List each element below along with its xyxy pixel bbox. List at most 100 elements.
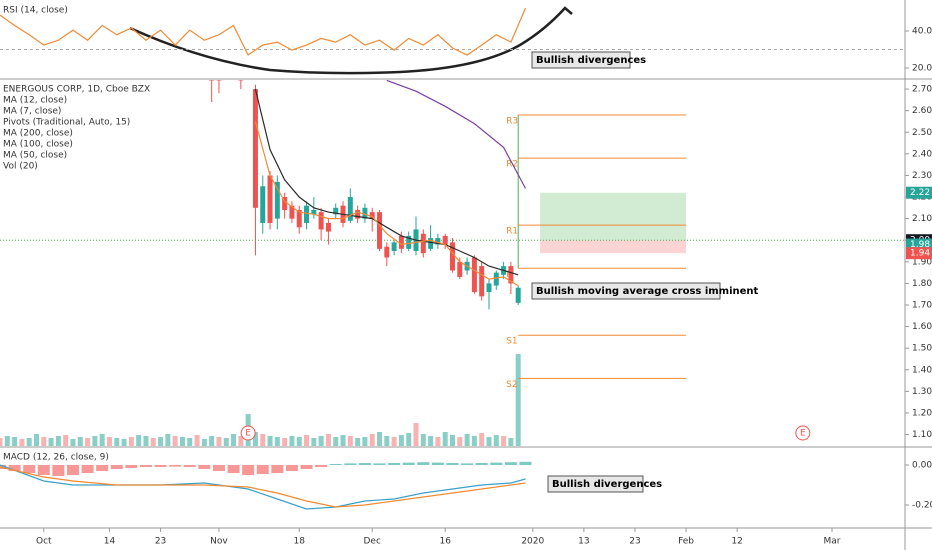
volume-bar (70, 439, 76, 446)
volume-bar (311, 438, 317, 446)
volume-bar (114, 438, 120, 446)
candle-body (486, 283, 492, 293)
volume-bar (428, 436, 434, 446)
volume-bar (77, 437, 83, 446)
candle-body (260, 186, 266, 223)
histogram-bar (402, 462, 415, 465)
x-tick-label: 18 (294, 537, 306, 547)
annotation: Bullish moving average cross imminent (536, 286, 759, 297)
candle-body (428, 238, 434, 249)
pivot-label: R1 (506, 227, 518, 237)
volume-bar (26, 438, 32, 446)
candle-body (238, 80, 244, 81)
y-tick-label: 40.00 (912, 27, 932, 37)
candle-body (311, 209, 317, 215)
volume-bar (223, 438, 229, 446)
macd-line (0, 466, 526, 508)
annotation: Bullish divergences (552, 479, 662, 490)
volume-bar (398, 435, 404, 446)
candle-body (355, 209, 361, 219)
volume-bar (252, 432, 258, 446)
volume-bar (420, 434, 426, 446)
y-tick-label: 1.20 (912, 408, 932, 418)
volume-bar (282, 438, 288, 446)
candle-body (333, 207, 339, 215)
legend-entry: MA (200, close) (3, 129, 73, 139)
y-tick-label: 1.70 (912, 300, 932, 310)
volume-bar (457, 437, 463, 446)
price-label: 1.98 (910, 240, 930, 250)
histogram-bar (96, 465, 109, 471)
annotation: Bullish divergences (536, 55, 646, 66)
volume-bar (355, 438, 361, 446)
pane (0, 461, 532, 510)
volume-bar (4, 436, 10, 446)
x-tick-label: Dec (364, 537, 381, 547)
x-tick-label: 12 (731, 537, 742, 547)
volume-bar (296, 437, 302, 446)
histogram-bar (81, 465, 94, 473)
x-tick-label: 16 (439, 537, 451, 547)
histogram-bar (358, 463, 371, 465)
histogram-bar (519, 461, 532, 465)
histogram-bar (110, 465, 123, 469)
y-tick-label: 0.00 (912, 461, 932, 471)
legend-entry: MA (100, close) (3, 140, 73, 150)
volume-bar (413, 423, 419, 446)
candle-body (289, 205, 295, 219)
histogram-bar (388, 463, 401, 465)
volume-bar (333, 437, 339, 446)
x-tick-label: 13 (578, 537, 589, 547)
histogram-bar (475, 463, 488, 465)
candle-body (435, 238, 441, 245)
volume-bar (231, 434, 237, 446)
volume-bar (63, 435, 69, 446)
pivot-label: S1 (506, 337, 517, 347)
y-tick-label: 20.00 (912, 63, 932, 73)
candle-body (457, 261, 463, 277)
candle-body (493, 272, 499, 286)
volume-bar (450, 435, 455, 446)
volume-bar (92, 436, 98, 446)
candle-body (318, 212, 324, 230)
histogram-bar (285, 465, 298, 471)
histogram-bar (446, 463, 459, 465)
volume-bar (486, 437, 492, 446)
volume-bar (260, 434, 266, 446)
annotation-box (531, 51, 631, 69)
volume-bar (165, 434, 171, 446)
volume-bar (209, 436, 215, 446)
candle-body (450, 242, 455, 271)
x-tick-label: 23 (155, 537, 166, 547)
histogram-bar (490, 462, 503, 465)
histogram-bar (315, 465, 328, 467)
x-tick-label: Nov (210, 537, 228, 547)
volume-bar (479, 433, 485, 446)
volume-bar (340, 435, 346, 446)
candle-body (282, 197, 288, 210)
candle-body (274, 181, 280, 219)
candle-body (362, 207, 368, 219)
volume-bar (442, 432, 448, 446)
y-tick-label: 2.60 (912, 106, 932, 116)
price-label-box (906, 186, 932, 199)
x-tick-label: 14 (104, 537, 116, 547)
volume-bar (318, 436, 324, 446)
volume-bar (187, 438, 193, 446)
volume-bar (143, 436, 149, 446)
y-tick-label: 2.10 (912, 214, 932, 224)
y-tick-label: -0.20 (912, 501, 932, 511)
histogram-bar (329, 464, 342, 465)
rsi-line (0, 7, 527, 56)
histogram-bar (125, 465, 138, 468)
candle-body (369, 212, 375, 219)
volume-bar (289, 436, 295, 446)
legend-entry: MA (50, close) (3, 151, 67, 161)
position-target (540, 192, 687, 241)
volume-bar (267, 436, 273, 446)
histogram-bar (139, 465, 152, 467)
histogram-bar (504, 462, 517, 465)
candle-body (406, 235, 412, 249)
candle-body (508, 266, 514, 284)
